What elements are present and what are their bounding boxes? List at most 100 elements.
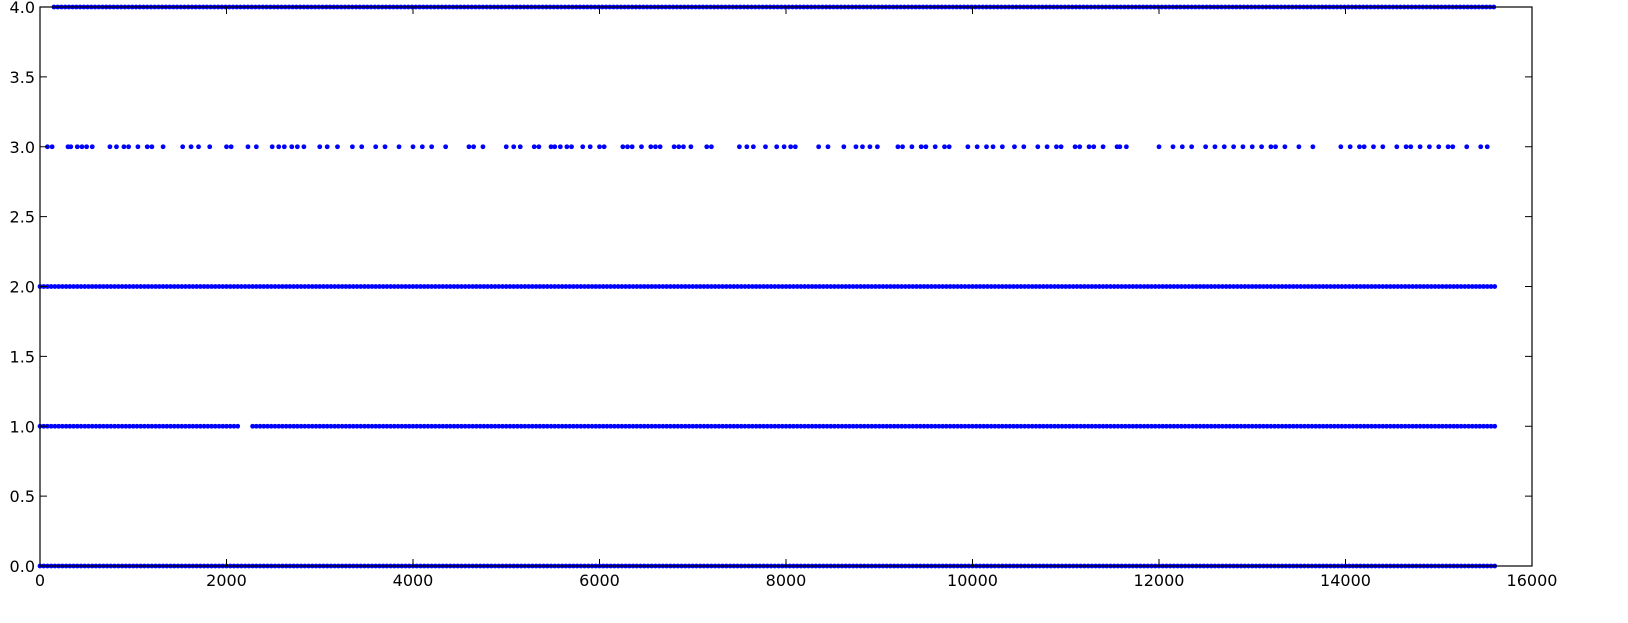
data-point [947,284,953,289]
data-point [220,284,226,289]
data-point [792,144,798,150]
data-point [1473,284,1479,289]
data-point [612,423,617,429]
data-point [466,144,472,150]
data-point [336,284,341,289]
data-point [712,284,718,289]
data-point [1249,423,1255,429]
data-point [925,423,931,429]
data-point [373,423,379,429]
data-point [1425,423,1430,429]
data-point [432,284,438,289]
data-point [1137,284,1143,289]
data-point [194,284,200,289]
data-point [1170,144,1176,150]
data-point [723,284,729,289]
data-point [130,423,136,429]
data-point [861,284,867,289]
data-point [328,284,334,289]
data-point [1220,284,1225,289]
data-point [287,423,293,429]
data-point [142,423,147,429]
data-point [500,284,505,289]
data-point [179,284,185,289]
data-point [74,423,80,429]
data-point [515,423,520,429]
data-point [709,423,714,429]
data-point [1160,423,1166,429]
data-point [1387,284,1393,289]
data-point [1115,423,1121,429]
data-point [1445,144,1451,150]
data-point [688,144,694,150]
data-point [589,423,595,429]
data-point [671,423,677,429]
data-point [1402,284,1408,289]
data-point [265,423,270,429]
data-point [209,284,214,289]
data-point [1018,423,1024,429]
data-point [682,284,688,289]
data-point [1413,284,1419,289]
data-point [235,284,241,289]
data-point [227,423,233,429]
data-point [1283,423,1289,429]
data-point [104,423,110,429]
data-point [681,144,686,150]
data-point [1055,284,1061,289]
data-point [873,284,878,289]
data-point [1417,423,1423,429]
data-point [101,423,106,429]
data-point [776,423,781,429]
data-point [641,284,647,289]
data-point [1279,284,1285,289]
data-point [317,423,323,429]
data-point [918,144,924,150]
data-point [709,284,714,289]
data-point [1488,284,1494,289]
data-point [1294,284,1300,289]
data-point [623,284,629,289]
data-point [1440,423,1445,429]
data-point [1371,144,1376,150]
data-point [1141,423,1147,429]
data-point [1294,423,1300,429]
data-point [1261,284,1266,289]
data-point [462,284,468,289]
data-point [809,423,815,429]
data-point [1365,284,1371,289]
data-point [1455,423,1460,429]
data-point [1111,423,1117,429]
data-point [1402,423,1408,429]
data-point [567,423,573,429]
data-point [294,144,300,150]
data-point [682,423,688,429]
data-point [1205,423,1210,429]
data-point [999,423,1005,429]
x-tick-label: 8000 [766,571,807,590]
data-point [1104,284,1110,289]
data-point [1035,144,1041,150]
data-point [1040,284,1046,289]
data-point [343,423,349,429]
data-point [753,423,759,429]
data-point [1216,423,1222,429]
data-point [1231,284,1236,289]
data-point [850,423,856,429]
data-point [160,284,166,289]
data-point [981,423,987,429]
data-point [224,144,229,150]
data-point [1100,423,1106,429]
data-point [824,423,830,429]
data-point [1164,284,1169,289]
data-point [119,423,125,429]
data-point [1171,423,1177,429]
data-point [224,423,229,429]
data-point [985,284,990,289]
y-tick-label: 0.5 [10,487,35,506]
data-point [48,284,54,289]
data-point [67,284,73,289]
data-point [436,423,442,429]
data-point [1238,284,1244,289]
data-point [593,284,599,289]
